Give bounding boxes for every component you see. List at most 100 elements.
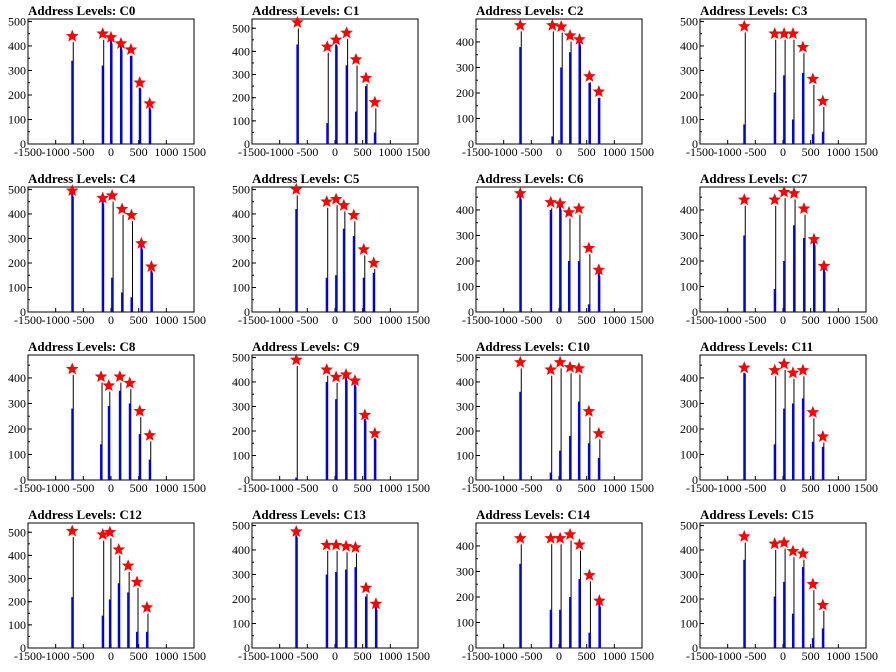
y-tick-label: 0: [468, 137, 474, 151]
bar: [138, 434, 141, 480]
chart-panel-11: Address Levels: C11 0 100 200 300 400 -1500 -10…: [672, 336, 896, 504]
x-tick-label: -1500: [14, 481, 42, 495]
y-tick-label: 100: [456, 111, 474, 125]
x-tick-label: 0: [556, 313, 562, 327]
x-tick-label: -500: [72, 145, 94, 159]
peak-marker: [768, 363, 781, 376]
y-tick-label: 100: [8, 447, 26, 461]
peak-marker: [573, 538, 586, 551]
bar: [140, 243, 143, 312]
y-tick-label: 300: [232, 567, 250, 581]
chart-panel-8: Address Levels: C8 0 100 200 300 400 -1500 -100…: [0, 336, 224, 504]
bar: [567, 260, 570, 312]
x-tick-label: 0: [332, 481, 338, 495]
peak-marker: [572, 202, 586, 215]
bar: [117, 583, 120, 648]
peak-marker: [777, 185, 791, 198]
x-tick-label: -500: [296, 313, 318, 327]
x-tick-label: -1000: [266, 145, 294, 159]
peak-marker: [582, 404, 596, 417]
peak-marker: [563, 28, 577, 41]
chart-svg: Address Levels: C2 0 100 200 300 400 -1500 -100…: [456, 3, 654, 159]
chart-panel-12: Address Levels: C12 0 100 200 300 400 500 -1500…: [0, 504, 224, 672]
y-tick-label: 200: [456, 86, 474, 100]
y-tick-label: 300: [8, 231, 26, 245]
y-tick-label: 100: [680, 447, 698, 461]
y-tick-label: 300: [8, 572, 26, 586]
y-tick-label: 300: [680, 228, 698, 242]
bar: [110, 38, 112, 144]
y-tick-label: 300: [232, 231, 250, 245]
bar: [138, 87, 141, 144]
x-tick-label: -1500: [238, 481, 266, 495]
peak-marker: [796, 363, 810, 376]
x-tick-label: -1500: [14, 313, 42, 327]
bar: [128, 403, 131, 480]
bar: [812, 240, 815, 312]
peak-marker: [290, 524, 303, 537]
bar: [587, 443, 590, 480]
x-tick-label: 0: [332, 145, 338, 159]
x-tick-label: 1000: [154, 145, 178, 159]
plot-frame: [475, 18, 643, 145]
peak-marker: [357, 242, 371, 255]
y-tick-label: 200: [680, 88, 698, 102]
bar: [325, 381, 328, 480]
peak-marker: [806, 405, 820, 418]
x-tick-label: 1500: [406, 481, 430, 495]
peak-marker: [349, 540, 362, 553]
peak-marker: [816, 430, 830, 442]
bar: [743, 124, 746, 144]
x-tick-label: 0: [332, 313, 338, 327]
peak-marker: [583, 568, 596, 581]
y-tick-label: 400: [8, 207, 26, 221]
y-tick-label: 100: [8, 112, 26, 126]
peak-marker: [514, 355, 527, 368]
peak-marker: [143, 96, 156, 109]
bar: [783, 260, 786, 312]
y-tick-label: 100: [456, 279, 474, 293]
y-tick-label: 300: [456, 228, 474, 242]
chart-title: Address Levels: C8: [28, 339, 136, 354]
peak-marker: [103, 525, 117, 538]
bar: [559, 609, 562, 648]
y-tick-label: 200: [456, 424, 474, 438]
x-tick-label: -1500: [462, 313, 490, 327]
bar: [295, 477, 298, 480]
x-tick-label: 1500: [406, 313, 430, 327]
y-tick-label: 0: [20, 305, 26, 319]
bar: [559, 450, 562, 480]
bar: [773, 92, 776, 144]
peak-marker: [768, 27, 781, 40]
peak-marker: [367, 256, 380, 269]
chart-panel-4: Address Levels: C4 0 100 200 300 400 500 -1500-…: [0, 168, 224, 336]
bar: [743, 559, 746, 648]
bar: [71, 60, 74, 144]
x-tick-label: 1500: [182, 649, 206, 663]
bar: [577, 401, 580, 480]
peak-marker: [66, 524, 79, 537]
bar: [373, 132, 376, 144]
y-tick-label: 400: [232, 375, 250, 389]
bar: [549, 209, 552, 312]
y-tick-label: 400: [680, 371, 698, 385]
peak-marker: [349, 52, 363, 65]
y-tick-label: 500: [680, 518, 698, 532]
peak-marker: [553, 196, 567, 209]
x-tick-label: 1000: [378, 313, 402, 327]
bar: [145, 631, 148, 648]
bar: [127, 592, 130, 648]
peak-marker: [592, 426, 606, 439]
chart-title: Address Levels: C7: [700, 171, 808, 186]
peak-marker: [514, 186, 527, 199]
x-tick-label: 0: [780, 145, 786, 159]
x-tick-label: 500: [578, 313, 596, 327]
chart-svg: Address Levels: C11 0 100 200 300 400 -1500 -10…: [680, 339, 878, 495]
chart-svg: Address Levels: C00100200300400500-1500-…: [8, 3, 206, 159]
peak-marker: [347, 208, 361, 221]
peak-marker: [796, 547, 810, 559]
peak-marker: [340, 26, 353, 39]
peak-marker: [112, 543, 126, 555]
x-tick-label: 1000: [378, 145, 402, 159]
bar: [811, 441, 814, 480]
